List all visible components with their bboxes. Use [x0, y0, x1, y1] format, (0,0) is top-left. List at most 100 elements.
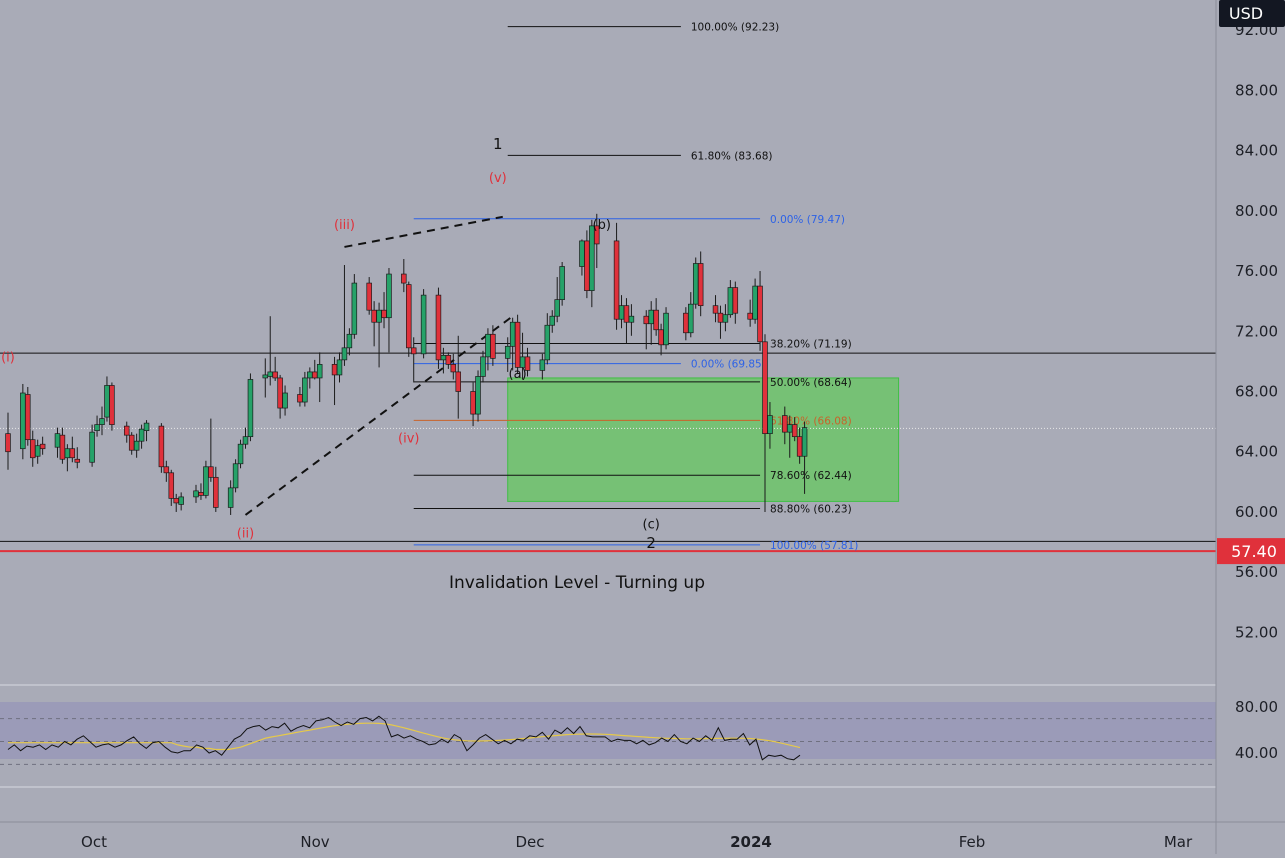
candle: [237, 439, 244, 469]
candle: [69, 436, 76, 463]
candle-body: [133, 440, 140, 451]
candle-body: [782, 415, 788, 433]
candle-body: [227, 487, 234, 508]
candle-body: [554, 299, 560, 317]
candle-body: [410, 347, 417, 355]
candle: [791, 417, 798, 442]
candle: [386, 268, 392, 353]
price-tick-label: 64.00: [1235, 443, 1278, 461]
candle: [688, 292, 694, 338]
candle-body: [445, 355, 452, 365]
candle-body: [69, 448, 76, 459]
candle-body: [208, 466, 214, 478]
candle-body: [128, 434, 135, 451]
wave-label: (a): [509, 367, 527, 382]
candle-body: [336, 359, 343, 376]
candle: [109, 382, 115, 431]
wave-labels: (i) (ii) (iii) (iv) (v) 1 (a) (b) (c)2: [1, 135, 660, 552]
candle: [163, 460, 170, 482]
candle: [20, 383, 26, 460]
candle-body: [386, 273, 392, 319]
price-tick-label: 80.00: [1235, 202, 1278, 220]
candle: [712, 295, 719, 323]
candle: [5, 412, 11, 470]
rsi-line: [7, 715, 801, 761]
candle: [203, 460, 209, 499]
price-tick-label: 56.00: [1235, 563, 1278, 581]
candle-body: [198, 492, 204, 496]
candle: [208, 418, 214, 482]
candle: [722, 304, 729, 332]
candle: [435, 287, 442, 369]
fib-level-label: 100.00% (57.81): [770, 540, 858, 552]
candle: [316, 352, 323, 403]
candle-body: [351, 282, 358, 335]
price-tick-label: 76.00: [1235, 262, 1278, 280]
candle-body: [727, 287, 734, 316]
fib-level-label: 38.20% (71.19): [770, 338, 852, 350]
fib-level-label: 50.00% (68.64): [770, 377, 852, 389]
fib-level-label: 0.00% (79.47): [770, 214, 845, 226]
candle-body: [544, 324, 551, 361]
candle-body: [559, 266, 565, 300]
candle: [89, 424, 95, 467]
candle: [74, 447, 81, 469]
candle-body: [653, 309, 659, 331]
candle-body: [697, 263, 704, 307]
candle-body: [401, 273, 407, 284]
candle-body: [613, 240, 620, 320]
currency-label: USD: [1229, 4, 1263, 23]
candle: [445, 352, 452, 369]
date-axis[interactable]: Oct Nov Dec 2024 Feb Mar: [0, 821, 1285, 851]
candle-body: [717, 312, 724, 323]
candle: [406, 281, 412, 357]
candle-body: [514, 321, 521, 368]
candle-body: [539, 359, 546, 371]
fib-level-label: 100.00% (92.23): [691, 22, 779, 34]
candle-body: [752, 285, 758, 320]
candle-body: [420, 294, 427, 355]
candle: [227, 480, 234, 515]
candle-body: [346, 333, 353, 349]
candle-body: [247, 379, 254, 438]
rsi-tick-label: 40.00: [1235, 744, 1278, 762]
wave-label: 2: [646, 534, 656, 552]
candle: [628, 304, 635, 336]
candle-body: [509, 321, 516, 347]
candle: [178, 492, 184, 511]
candle-body: [381, 309, 387, 319]
candle-body: [99, 418, 105, 425]
fib-level-label: 88.80% (60.23): [770, 503, 852, 515]
candle: [143, 420, 150, 442]
candle-body: [89, 431, 95, 463]
candle-body: [712, 305, 719, 314]
rsi-band: [0, 702, 1216, 759]
candle-body: [232, 463, 239, 489]
candle-body: [643, 315, 650, 325]
candle-body: [440, 355, 447, 361]
candle-body: [628, 315, 635, 323]
candle: [480, 350, 486, 383]
candle-body: [455, 371, 461, 392]
candle: [133, 433, 140, 458]
horizontal-lines: [0, 352, 1216, 553]
candle: [282, 385, 288, 416]
candle-body: [796, 436, 803, 457]
wave-label: (v): [489, 171, 507, 186]
candle-body: [722, 314, 729, 323]
candle-body: [683, 312, 689, 334]
candle: [559, 262, 565, 306]
currency-badge[interactable]: USD: [1219, 0, 1285, 27]
candle: [653, 298, 659, 336]
candle-body: [193, 490, 199, 498]
candle-body: [104, 385, 110, 418]
candle: [401, 258, 407, 293]
candle-body: [658, 329, 664, 346]
candle-body: [692, 263, 699, 305]
candle-body: [158, 425, 165, 468]
candle-body: [272, 371, 278, 379]
candle-body: [767, 415, 773, 435]
candle: [623, 298, 630, 344]
candle: [450, 353, 457, 380]
